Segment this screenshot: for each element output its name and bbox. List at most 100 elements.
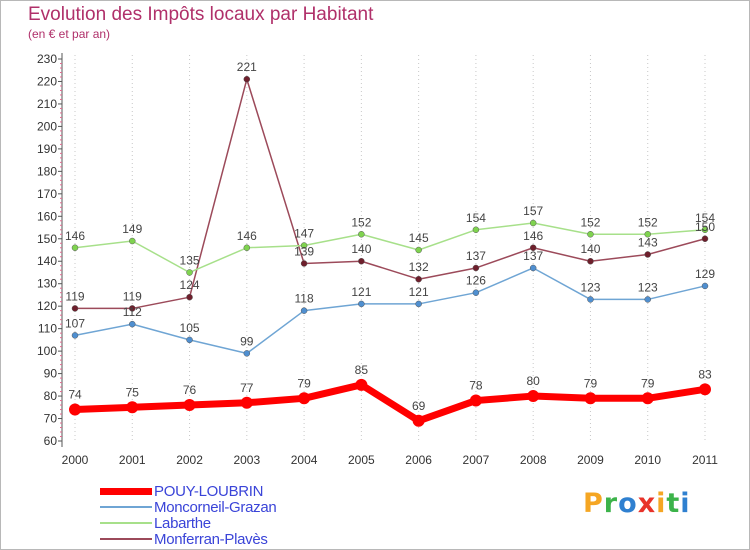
data-point [300, 260, 308, 267]
data-label: 146 [523, 229, 543, 243]
data-point [701, 226, 709, 234]
data-point [472, 264, 480, 272]
legend-swatch-pouy-loubrin [100, 487, 152, 495]
x-tick-label: 2005 [348, 453, 375, 467]
data-label: 121 [409, 285, 429, 299]
y-tick-label: 140 [37, 254, 57, 268]
data-label: 118 [295, 292, 314, 306]
logo-letter: i [656, 488, 667, 519]
y-tick-label: 180 [37, 164, 57, 178]
x-tick-label: 2011 [692, 453, 718, 467]
legend-swatch-moncorneil-grazan [100, 506, 152, 508]
grid-lines [74, 55, 706, 441]
data-point [300, 307, 308, 314]
data-point [298, 392, 311, 405]
logo-letter: t [666, 488, 681, 519]
y-tick-label: 130 [37, 277, 57, 291]
data-label: 139 [294, 244, 314, 258]
chart-title: Evolution des Impôts locaux par Habitant [28, 4, 374, 25]
x-tick-label: 2009 [577, 453, 604, 467]
data-label: 154 [466, 211, 486, 225]
data-label: 140 [580, 242, 600, 256]
data-labels: 74 75 76 77 79 85 69 78 80 79 79 83 107 112 105 99 118 12… [65, 60, 715, 413]
data-point [587, 231, 594, 238]
data-point [587, 257, 594, 265]
data-point [644, 251, 651, 258]
data-label: 119 [123, 289, 142, 303]
data-label: 123 [580, 280, 600, 294]
data-label: 76 [183, 383, 197, 397]
line-chart: 2000 2001 2002 2003 2004 2005 2006 2007 2008 2009… [37, 52, 718, 467]
chart-subtitle: (en € et par an) [28, 27, 111, 41]
x-tick-label: 2007 [463, 453, 490, 467]
data-point [587, 296, 594, 303]
data-point [529, 219, 537, 227]
y-tick-label: 90 [44, 367, 58, 381]
data-label: 152 [638, 215, 658, 229]
data-point [358, 300, 365, 308]
data-label: 140 [351, 242, 371, 256]
x-tick-label: 2002 [176, 453, 203, 467]
data-point [300, 242, 308, 249]
data-point [701, 235, 709, 243]
y-tick-label: 190 [37, 142, 57, 156]
data-label: 154 [695, 211, 715, 225]
data-point [355, 378, 368, 391]
y-tick-label: 170 [37, 187, 57, 201]
data-point [641, 392, 654, 405]
data-point [412, 414, 425, 427]
data-point [186, 336, 193, 344]
data-label: 124 [180, 278, 200, 292]
y-tick-label: 230 [37, 52, 57, 66]
data-label: 78 [469, 379, 483, 393]
data-point [701, 282, 709, 290]
data-label: 129 [695, 267, 715, 281]
data-point [469, 394, 482, 407]
data-point [243, 350, 251, 357]
logo-letter: x [637, 488, 657, 519]
data-label: 74 [68, 388, 82, 402]
data-point [358, 231, 365, 238]
logo-letter: o [618, 488, 638, 519]
data-point [415, 300, 422, 308]
x-tick-label: 2006 [405, 453, 432, 467]
legend-label-labarthe: Labarthe [154, 515, 211, 532]
axes: 2000 2001 2002 2003 2004 2005 2006 2007 2008 2009… [37, 52, 718, 467]
data-label: 79 [297, 376, 311, 390]
logo-letter: P [583, 488, 604, 519]
series-line [74, 267, 706, 355]
data-point [240, 396, 253, 409]
data-point [529, 264, 537, 272]
logo-letter: i [680, 488, 691, 519]
data-point [183, 399, 196, 412]
data-label: 79 [584, 376, 598, 390]
data-point [71, 332, 79, 339]
data-point [584, 392, 597, 405]
data-label: 69 [412, 399, 426, 413]
data-label: 137 [466, 249, 486, 263]
series-line [74, 78, 706, 310]
data-label: 135 [180, 253, 200, 267]
series-line [74, 222, 706, 274]
data-label: 121 [351, 285, 371, 299]
legend-swatch-monferran-plaves [100, 538, 152, 540]
data-point [69, 403, 81, 416]
data-label: 85 [355, 363, 369, 377]
data-label: 80 [527, 374, 541, 388]
series-line [71, 381, 709, 425]
y-tick-label: 110 [38, 322, 57, 336]
y-tick-label: 210 [37, 97, 57, 111]
proxiti-logo: Proxiti [583, 488, 691, 519]
data-label: 152 [580, 215, 600, 229]
legend-label-monferran-plaves: Monferran-Plavès [154, 531, 268, 548]
data-point [71, 305, 79, 312]
y-tick-label: 160 [37, 209, 57, 223]
y-tick-label: 100 [37, 344, 57, 358]
y-tick-label: 220 [37, 74, 57, 88]
y-tick-label: 70 [44, 412, 58, 426]
x-tick-label: 2000 [62, 453, 89, 467]
data-label: 112 [123, 305, 142, 319]
legend-label-pouy-loubrin: POUY-LOUBRIN [154, 483, 264, 500]
data-point [358, 257, 365, 265]
data-label: 107 [65, 316, 85, 330]
